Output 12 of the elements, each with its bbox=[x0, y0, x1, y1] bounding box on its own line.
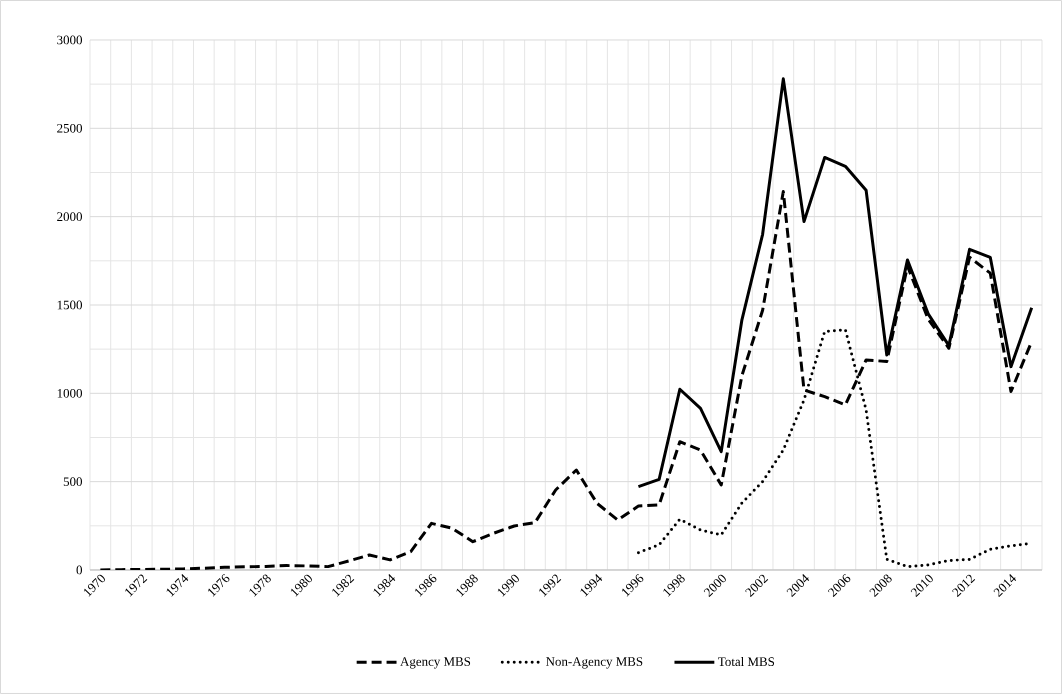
y-tick-label: 2000 bbox=[57, 212, 83, 222]
y-tick-label: 0 bbox=[76, 565, 83, 575]
y-tick-label: 1000 bbox=[57, 388, 83, 398]
y-tick-label: 1500 bbox=[57, 300, 83, 310]
x-tick-label: 2002 bbox=[745, 574, 769, 598]
y-tick-label: 500 bbox=[63, 477, 83, 487]
legend-label: Total MBS bbox=[718, 656, 775, 667]
legend-label: Agency MBS bbox=[400, 657, 471, 669]
x-tick-label: 1982 bbox=[332, 574, 355, 597]
legend-label: Non-Agency MBS bbox=[545, 657, 643, 669]
y-tick-label: 3000 bbox=[57, 35, 83, 45]
y-tick-label: 2500 bbox=[57, 123, 83, 133]
